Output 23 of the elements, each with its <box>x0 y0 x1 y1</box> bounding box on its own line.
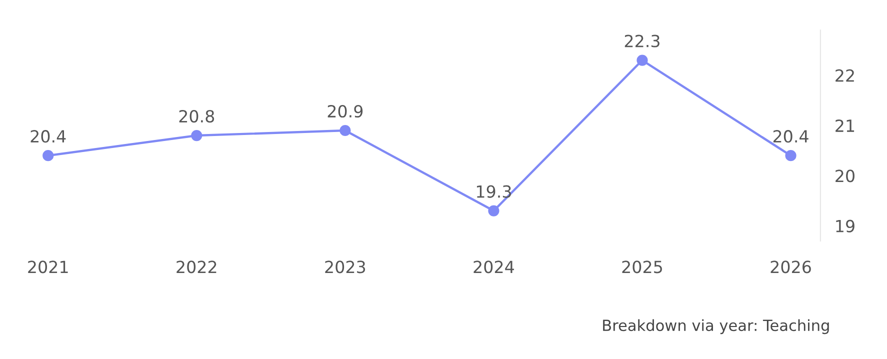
y-tick-label: 19 <box>836 220 854 232</box>
point <box>636 54 648 66</box>
y-tick-label: 20 <box>836 170 854 182</box>
x-tick-label: 2026 <box>770 260 811 274</box>
x-tick-label: 2022 <box>176 260 216 274</box>
text: Breakdown via year: Teaching <box>603 319 829 334</box>
y-tick-label: 22 <box>836 69 854 82</box>
data-label: 20.8 <box>179 110 214 123</box>
point <box>785 150 796 162</box>
point <box>42 150 54 162</box>
x-tick-label: 2021 <box>28 260 68 274</box>
x-tick-label: 2025 <box>622 260 662 274</box>
point <box>191 130 202 142</box>
data-label: 19.3 <box>476 185 511 198</box>
x-tick-label: 2023 <box>325 260 366 274</box>
data-label: 20.4 <box>30 130 66 143</box>
y-tick-label: 21 <box>836 119 854 132</box>
data-label: 22.3 <box>624 34 660 48</box>
data-label: 20.4 <box>773 130 808 143</box>
x-tick-label: 2024 <box>474 260 514 274</box>
data-label: 20.9 <box>328 104 363 118</box>
point <box>340 124 351 136</box>
point <box>488 205 500 216</box>
